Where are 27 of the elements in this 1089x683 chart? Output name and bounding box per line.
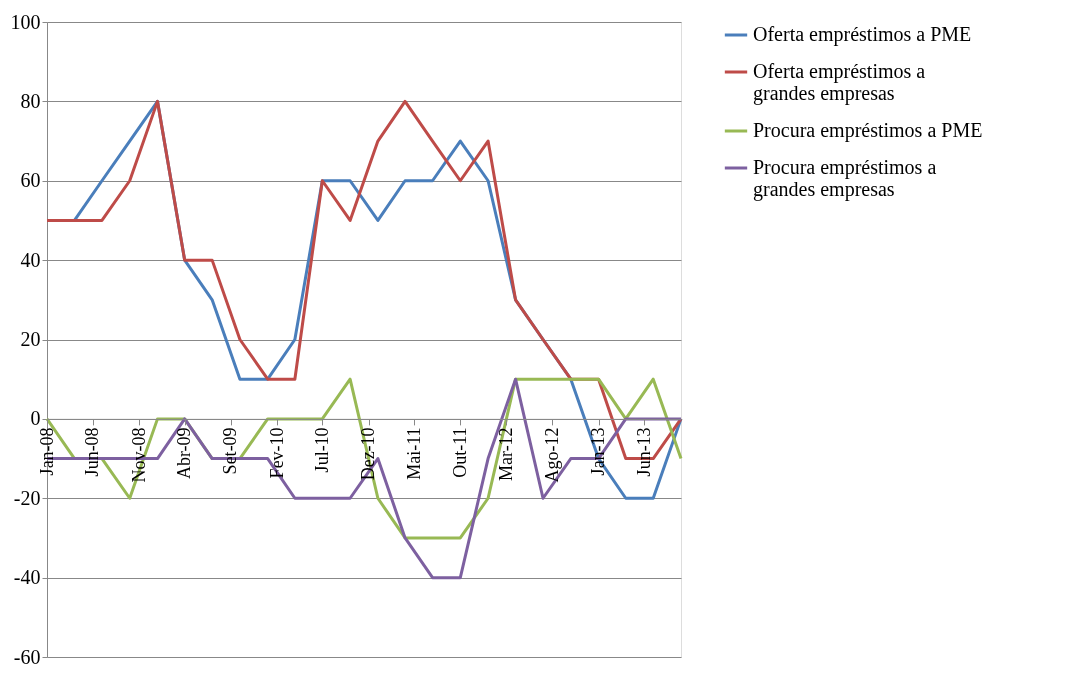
- legend-label: Oferta empréstimos a grandes empresas: [753, 60, 926, 105]
- y-tick-label: 20: [20, 328, 41, 350]
- y-tick-label: -40: [13, 566, 41, 589]
- y-tick-label: 100: [10, 10, 41, 33]
- legend-label: Oferta empréstimos a PME: [753, 23, 972, 46]
- x-tick-label: Jan-13: [588, 427, 609, 476]
- y-tick-label: 40: [20, 248, 41, 271]
- x-tick-label: Mar-12: [495, 427, 516, 481]
- y-tick-label: -20: [13, 486, 41, 509]
- x-tick-label: Ago-12: [541, 427, 562, 483]
- y-tick-label: 80: [20, 89, 41, 112]
- x-tick-label: Mai-11: [403, 427, 424, 480]
- legend-label: Procura empréstimos a grandes empresas: [753, 156, 937, 201]
- x-tick-label: Dez-10: [358, 427, 379, 481]
- x-tick-label: Set-09: [220, 427, 241, 475]
- x-tick-label: Jan-08: [36, 427, 57, 476]
- y-tick-label: -60: [13, 645, 41, 668]
- legend-label: Procura empréstimos a PME: [753, 119, 983, 142]
- x-tick-label: Jun-13: [633, 427, 654, 477]
- x-tick-label: Abr-09: [174, 427, 195, 480]
- x-tick-label: Out-11: [449, 427, 470, 478]
- x-tick-label: Jun-08: [82, 427, 103, 477]
- y-tick-label: 60: [20, 169, 41, 192]
- x-tick-label: Nov-08: [128, 427, 149, 483]
- x-tick-label: Jul-10: [311, 427, 332, 473]
- y-tick-label: 0: [30, 407, 41, 430]
- x-tick-label: Fev-10: [266, 427, 287, 479]
